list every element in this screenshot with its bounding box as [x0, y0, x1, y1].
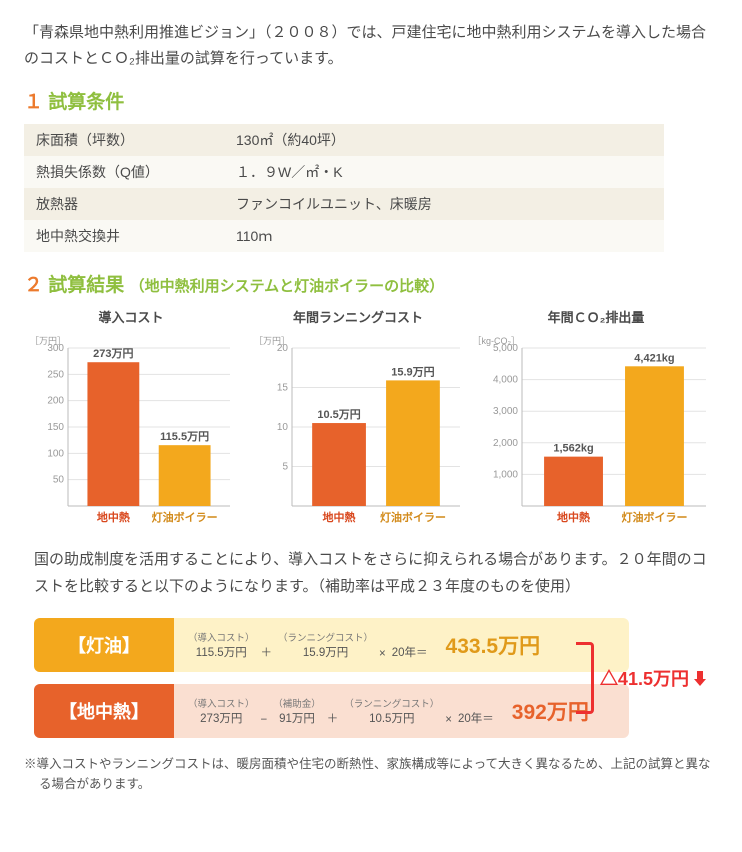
cond-row: 地中熱交換井110ｍ — [24, 220, 664, 252]
chart-title: 導入コスト — [24, 307, 238, 326]
cond-val: 110ｍ — [224, 220, 664, 252]
chart: 年間ランニングコスト［万円］510152010.5万円地中熱15.9万円灯油ボイ… — [248, 307, 468, 530]
cond-row: 床面積（坪数）130㎡（約40坪） — [24, 124, 664, 156]
svg-text:3,000: 3,000 — [493, 406, 518, 417]
total-row-oil: 【灯油】 （導入コスト）115.5万円＋（ランニングコスト）15.9万円×20年… — [34, 618, 629, 672]
cond-val: ファンコイルユニット、床暖房 — [224, 188, 664, 220]
cond-key: 床面積（坪数） — [24, 124, 224, 156]
svg-text:100: 100 — [47, 448, 64, 459]
svg-text:5: 5 — [282, 462, 288, 473]
svg-text:115.5万円: 115.5万円 — [160, 430, 209, 443]
svg-text:250: 250 — [47, 369, 64, 380]
geo-formula: （導入コスト）273万円−（補助金）91万円＋（ランニングコスト）10.5万円×… — [184, 694, 498, 728]
section1-title: 試算条件 — [48, 92, 124, 113]
cond-val: 130㎡（約40坪） — [224, 124, 664, 156]
svg-text:150: 150 — [47, 422, 64, 433]
section2-sub: （地中熱利用システムと灯油ボイラーの比較） — [130, 278, 445, 295]
chart-title: 年間ＣＯ₂排出量 — [478, 307, 714, 326]
svg-text:5,000: 5,000 — [493, 343, 518, 354]
conditions-table: 床面積（坪数）130㎡（約40坪）熱損失係数（Q値）１．９W／㎡・K放熱器ファン… — [24, 124, 664, 252]
svg-text:地中熱: 地中熱 — [97, 510, 130, 524]
explain-text: 国の助成制度を活用することにより、導入コストをさらに抑えられる場合があります。２… — [34, 546, 708, 600]
section1-num: １ — [24, 92, 43, 113]
cond-row: 熱損失係数（Q値）１．９W／㎡・K — [24, 156, 664, 188]
svg-text:4,000: 4,000 — [493, 375, 518, 386]
arrow-down-icon — [694, 669, 712, 687]
delta-value: △41.5万円 — [600, 669, 689, 689]
cond-val: １．９W／㎡・K — [224, 156, 664, 188]
svg-text:1,000: 1,000 — [493, 469, 518, 480]
section1-heading: １ 試算条件 — [24, 87, 718, 114]
charts-row: 導入コスト［万円］50100150200250300273万円地中熱115.5万… — [24, 307, 718, 530]
svg-text:地中熱: 地中熱 — [557, 510, 590, 524]
svg-text:灯油ボイラー: 灯油ボイラー — [380, 510, 446, 524]
cond-key: 放熱器 — [24, 188, 224, 220]
svg-text:273万円: 273万円 — [93, 347, 133, 360]
svg-text:10.5万円: 10.5万円 — [317, 408, 360, 421]
oil-tag: 【灯油】 — [34, 618, 174, 672]
svg-text:灯油ボイラー: 灯油ボイラー — [152, 510, 218, 524]
delta-badge: △41.5万円 — [576, 642, 712, 714]
cond-key: 熱損失係数（Q値） — [24, 156, 224, 188]
svg-text:300: 300 — [47, 343, 64, 354]
total-row-geo: 【地中熱】 （導入コスト）273万円−（補助金）91万円＋（ランニングコスト）1… — [34, 684, 629, 738]
chart-title: 年間ランニングコスト — [248, 307, 468, 326]
section2-num: ２ — [24, 275, 43, 296]
footnote: ※導入コストやランニングコストは、暖房面積や住宅の断熱性、家族構成等によって大き… — [24, 754, 718, 794]
section2-heading: ２ 試算結果 （地中熱利用システムと灯油ボイラーの比較） — [24, 270, 718, 297]
chart: 年間ＣＯ₂排出量［kg-CO₂］1,0002,0003,0004,0005,00… — [478, 307, 714, 530]
cond-key: 地中熱交換井 — [24, 220, 224, 252]
chart: 導入コスト［万円］50100150200250300273万円地中熱115.5万… — [24, 307, 238, 530]
svg-text:4,421kg: 4,421kg — [634, 352, 674, 364]
geo-tag: 【地中熱】 — [34, 684, 174, 738]
svg-text:15: 15 — [277, 383, 289, 394]
svg-text:20: 20 — [277, 343, 289, 354]
svg-text:1,562kg: 1,562kg — [553, 443, 593, 455]
svg-text:10: 10 — [277, 422, 289, 433]
bracket-icon — [576, 642, 594, 714]
svg-text:灯油ボイラー: 灯油ボイラー — [621, 510, 687, 524]
intro-text: 「青森県地中熱利用推進ビジョン」（２００８）では、戸建住宅に地中熱利用システムを… — [24, 20, 718, 71]
svg-text:15.9万円: 15.9万円 — [391, 365, 434, 378]
cond-row: 放熱器ファンコイルユニット、床暖房 — [24, 188, 664, 220]
totals-box: 【灯油】 （導入コスト）115.5万円＋（ランニングコスト）15.9万円×20年… — [34, 618, 708, 738]
svg-text:50: 50 — [53, 475, 65, 486]
svg-text:200: 200 — [47, 396, 64, 407]
svg-text:2,000: 2,000 — [493, 438, 518, 449]
oil-formula: （導入コスト）115.5万円＋（ランニングコスト）15.9万円×20年＝ — [184, 628, 432, 662]
oil-result: 433.5万円 — [446, 630, 541, 660]
section2-title: 試算結果 — [48, 275, 124, 296]
svg-text:地中熱: 地中熱 — [323, 510, 356, 524]
